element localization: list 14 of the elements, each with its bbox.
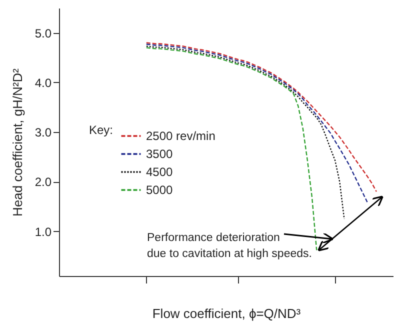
annotation: Performance deterioration due to cavitation at high speeds.	[147, 232, 312, 260]
legend-title: Key:	[89, 123, 114, 137]
line-series	[146, 46, 345, 220]
y-tick-label: 1.0	[34, 224, 52, 239]
x-axis-title: Flow coefficient, ϕ=Q/ND³	[152, 306, 302, 321]
y-axis-title: Head coefficient, gH/N²D²	[10, 68, 25, 216]
y-tick-label: 2.0	[34, 175, 52, 190]
y-tick-label: 5.0	[34, 26, 52, 40]
y-tick-label: 3.0	[34, 126, 52, 140]
y-tick-label: 4.0	[34, 76, 52, 90]
legend-label: 5000	[146, 183, 174, 197]
legend-label: 3500	[146, 147, 174, 161]
legend-label: 2500 rev/min	[146, 129, 216, 143]
legend-label: 4500	[146, 165, 174, 179]
